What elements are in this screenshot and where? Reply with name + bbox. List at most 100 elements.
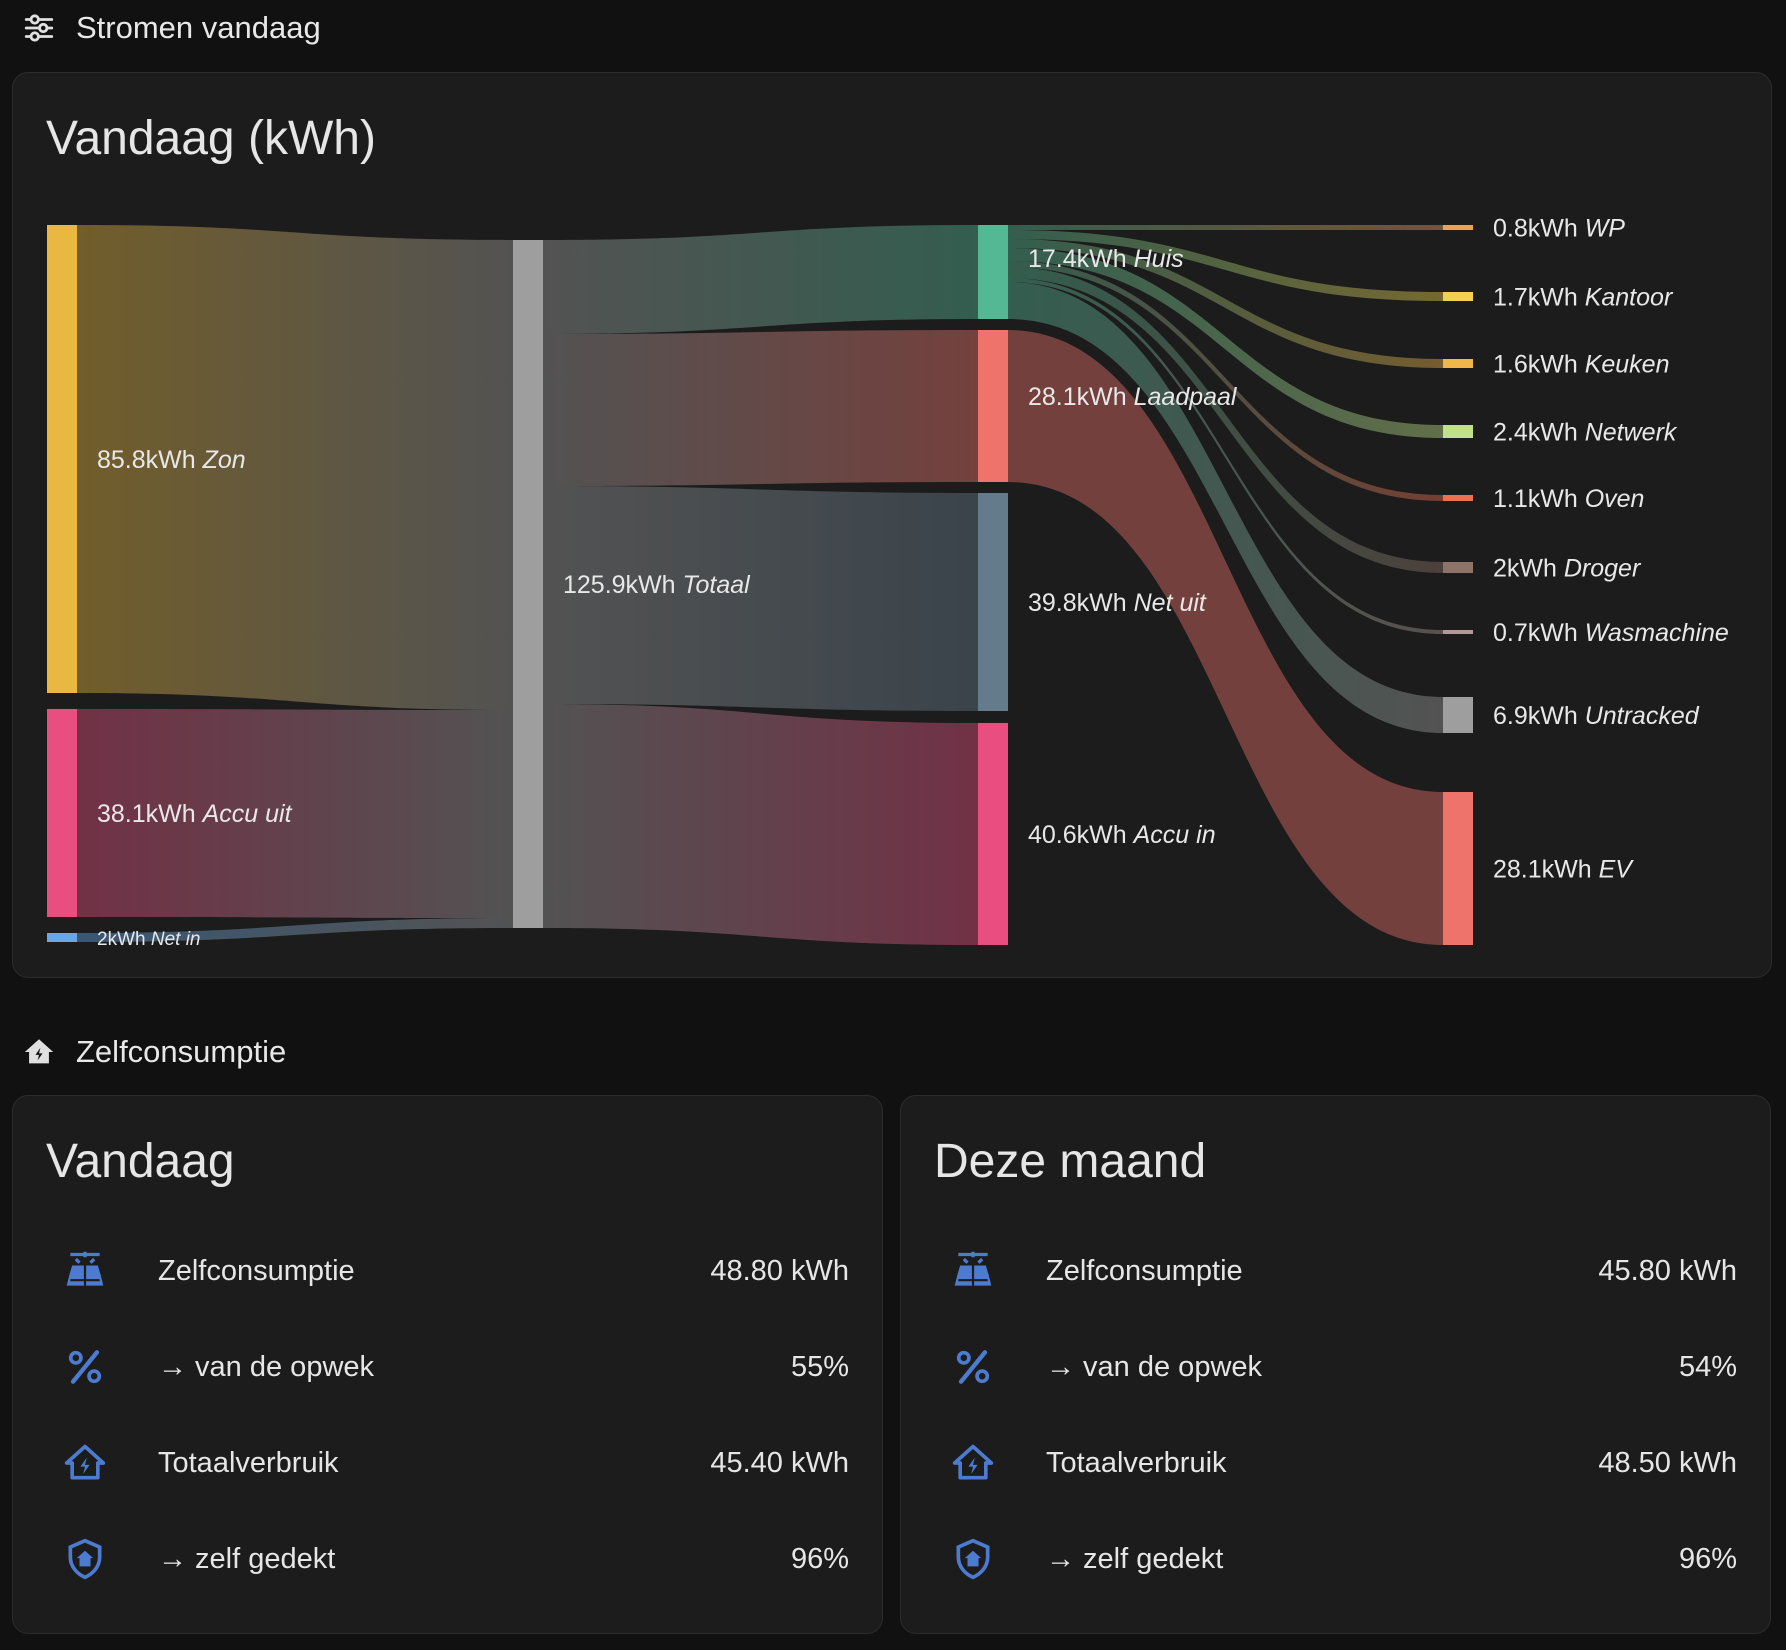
stat-row-of-generation[interactable]: → van de opwek 55% xyxy=(13,1337,882,1397)
stat-card-title: Deze maand xyxy=(934,1135,1207,1188)
sankey-link-huis-wasmachine xyxy=(1008,278,1443,634)
sankey-label-name: Totaal xyxy=(683,571,752,599)
sankey-node-huis[interactable] xyxy=(978,225,1008,319)
stat-row-total-usage[interactable]: Totaalverbruik 45.40 kWh xyxy=(13,1433,882,1493)
sankey-link-totaal-accu_in xyxy=(543,704,978,945)
sankey-link-totaal-huis xyxy=(543,225,978,334)
stat-value: 48.80 kWh xyxy=(710,1254,849,1287)
stat-row-self-consumption[interactable]: Zelfconsumptie 48.80 kWh xyxy=(13,1241,882,1301)
stat-value: 45.80 kWh xyxy=(1598,1254,1737,1287)
home-lightning-icon xyxy=(952,1444,994,1480)
sankey-label-ev: 28.1kWh EV xyxy=(1493,855,1634,883)
stat-label: Totaalverbruik xyxy=(158,1446,339,1479)
sankey-node-accu_uit[interactable] xyxy=(47,709,77,917)
sankey-label-kantoor: 1.7kWh Kantoor xyxy=(1493,283,1674,311)
sankey-node-zon[interactable] xyxy=(47,225,77,693)
sankey-link-huis-oven xyxy=(1008,261,1443,501)
sankey-card: Vandaag (kWh) 85.8kWh Zon 38.1kWh Accu ui… xyxy=(12,72,1772,978)
sankey-label-value: 2kWh xyxy=(1493,554,1564,582)
sankey-card-title: Vandaag (kWh) xyxy=(46,112,376,165)
sankey-label-accu_in: 40.6kWh Accu in xyxy=(1028,821,1216,849)
sankey-label-name: WP xyxy=(1585,214,1626,242)
sankey-label-value: 28.1kWh xyxy=(1493,855,1599,883)
sankey-node-wp[interactable] xyxy=(1443,225,1473,230)
sankey-label-name: Wasmachine xyxy=(1585,619,1729,647)
stat-row-self-covered[interactable]: → zelf gedekt 96% xyxy=(13,1529,882,1589)
sankey-label-net_in: 2kWh Net in xyxy=(97,929,201,950)
stat-value: 54% xyxy=(1678,1350,1737,1383)
shield-home-icon xyxy=(68,1538,102,1580)
sankey-node-ev[interactable] xyxy=(1443,792,1473,945)
stat-label: Zelfconsumptie xyxy=(1046,1254,1243,1287)
stat-label: → van de opwek xyxy=(158,1350,375,1383)
sankey-label-wasmachine: 0.7kWh Wasmachine xyxy=(1493,619,1729,647)
sankey-label-keuken: 1.6kWh Keuken xyxy=(1493,350,1670,378)
stat-label: Zelfconsumptie xyxy=(158,1254,355,1287)
sankey-link-huis-wp xyxy=(1008,225,1443,230)
stat-value: 48.50 kWh xyxy=(1598,1446,1737,1479)
sankey-node-keuken[interactable] xyxy=(1443,359,1473,368)
self-section-title: Zelfconsumptie xyxy=(76,1034,287,1069)
sankey-link-totaal-laadpaal xyxy=(543,330,978,486)
sankey-label-value: 40.6kWh xyxy=(1028,821,1134,849)
sankey-label-name: Oven xyxy=(1585,485,1645,513)
sankey-label-net_uit: 39.8kWh Net uit xyxy=(1028,589,1207,617)
sankey-link-laadpaal-ev xyxy=(1008,330,1443,945)
sankey-label-laadpaal: 28.1kWh Laadpaal xyxy=(1028,383,1238,411)
sankey-node-kantoor[interactable] xyxy=(1443,292,1473,301)
sankey-label-name: EV xyxy=(1599,855,1635,883)
sankey-label-name: Net uit xyxy=(1134,589,1207,617)
self-section-header: Zelfconsumptie xyxy=(22,1032,286,1072)
stat-value: 96% xyxy=(1678,1542,1737,1575)
sankey-label-value: 85.8kWh xyxy=(97,446,203,474)
sankey-diagram: 85.8kWh Zon 38.1kWh Accu uit 2kWh Net in 12… xyxy=(47,214,1729,950)
sankey-link-huis-netwerk xyxy=(1008,248,1443,438)
sankey-label-name: Untracked xyxy=(1585,702,1700,730)
sankey-label-name: Laadpaal xyxy=(1134,383,1238,411)
sankey-label-value: 17.4kWh xyxy=(1028,245,1134,273)
sankey-node-netwerk[interactable] xyxy=(1443,425,1473,438)
sankey-label-value: 2.4kWh xyxy=(1493,418,1585,446)
sankey-label-value: 38.1kWh xyxy=(97,800,203,828)
sankey-label-value: 1.1kWh xyxy=(1493,485,1585,513)
stat-value: 45.40 kWh xyxy=(710,1446,849,1479)
flow-settings-icon xyxy=(24,14,54,42)
sankey-label-name: Accu uit xyxy=(201,800,293,828)
sankey-node-droger[interactable] xyxy=(1443,562,1473,573)
sankey-label-value: 28.1kWh xyxy=(1028,383,1134,411)
sankey-node-accu_in[interactable] xyxy=(978,723,1008,945)
sankey-label-name: Huis xyxy=(1134,245,1184,273)
stat-label: → zelf gedekt xyxy=(1046,1542,1224,1575)
sankey-node-laadpaal[interactable] xyxy=(978,330,1008,482)
sankey-label-value: 1.7kWh xyxy=(1493,283,1585,311)
sankey-label-totaal: 125.9kWh Totaal xyxy=(563,571,751,599)
stat-label: → zelf gedekt xyxy=(158,1542,336,1575)
sankey-node-oven[interactable] xyxy=(1443,495,1473,501)
sankey-node-wasmachine[interactable] xyxy=(1443,630,1473,634)
stat-row-self-covered[interactable]: → zelf gedekt 96% xyxy=(901,1529,1770,1589)
sankey-node-net_uit[interactable] xyxy=(978,493,1008,711)
stat-row-of-generation[interactable]: → van de opwek 54% xyxy=(901,1337,1770,1397)
sankey-label-name: Keuken xyxy=(1585,350,1670,378)
sankey-label-value: 0.8kWh xyxy=(1493,214,1585,242)
sankey-node-net_in[interactable] xyxy=(47,933,77,942)
sankey-label-netwerk: 2.4kWh Netwerk xyxy=(1493,418,1678,446)
stat-label: Totaalverbruik xyxy=(1046,1446,1227,1479)
stat-row-total-usage[interactable]: Totaalverbruik 48.50 kWh xyxy=(901,1433,1770,1493)
stat-label: → van de opwek xyxy=(1046,1350,1263,1383)
sankey-node-totaal[interactable] xyxy=(513,240,543,928)
sankey-link-huis-kantoor xyxy=(1008,230,1443,301)
sankey-label-droger: 2kWh Droger xyxy=(1493,554,1642,582)
sankey-label-value: 1.6kWh xyxy=(1493,350,1585,378)
sankey-label-accu_uit: 38.1kWh Accu uit xyxy=(97,800,293,828)
sankey-label-untracked: 6.9kWh Untracked xyxy=(1493,702,1700,730)
sankey-label-value: 6.9kWh xyxy=(1493,702,1585,730)
stat-card-title: Vandaag xyxy=(46,1135,235,1188)
stat-row-self-consumption[interactable]: Zelfconsumptie 45.80 kWh xyxy=(901,1241,1770,1301)
sankey-node-untracked[interactable] xyxy=(1443,697,1473,733)
sankey-link-huis-untracked xyxy=(1008,282,1443,733)
sankey-label-name: Droger xyxy=(1564,554,1642,582)
stat-value: 96% xyxy=(790,1542,849,1575)
sankey-label-wp: 0.8kWh WP xyxy=(1493,214,1625,242)
sankey-label-name: Accu in xyxy=(1132,821,1216,849)
